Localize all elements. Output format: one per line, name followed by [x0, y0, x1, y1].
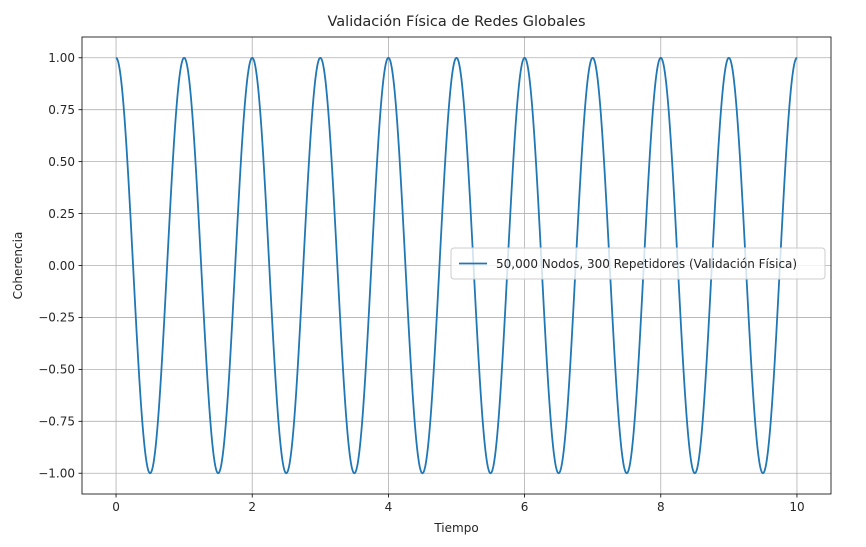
- legend-label: 50,000 Nodos, 300 Repetidores (Validació…: [496, 257, 797, 271]
- y-tick-label: 1.00: [48, 51, 75, 65]
- y-tick-label: 0.75: [48, 103, 75, 117]
- series-layer: [115, 56, 798, 475]
- x-tick-label: 10: [789, 500, 804, 514]
- series-line: [115, 56, 798, 475]
- ticks: 0 2 4 6 8 10 1.00 0.75 0.50 0.25 0.00 −0.25 −0.50 −0.…: [38, 51, 804, 514]
- y-tick-label: −1.00: [38, 467, 75, 481]
- y-axis-title: Coherencia: [11, 232, 25, 300]
- y-tick-label: −0.75: [38, 415, 75, 429]
- x-axis-title: Tiempo: [433, 521, 478, 535]
- y-tick-label: −0.25: [38, 311, 75, 325]
- y-tick-label: 0.00: [48, 259, 75, 273]
- chart-title: Validación Física de Redes Globales: [327, 14, 585, 30]
- y-tick-label: 0.50: [48, 155, 75, 169]
- y-tick-label: −0.50: [38, 363, 75, 377]
- legend-box: [450, 247, 826, 280]
- x-tick-label: 6: [521, 500, 529, 514]
- y-tick-label: 0.25: [48, 207, 75, 221]
- x-tick-label: 0: [112, 500, 120, 514]
- x-tick-label: 2: [248, 500, 256, 514]
- legend: 50,000 Nodos, 300 Repetidores (Validació…: [450, 247, 826, 280]
- x-tick-label: 4: [385, 500, 393, 514]
- x-tick-label: 8: [657, 500, 665, 514]
